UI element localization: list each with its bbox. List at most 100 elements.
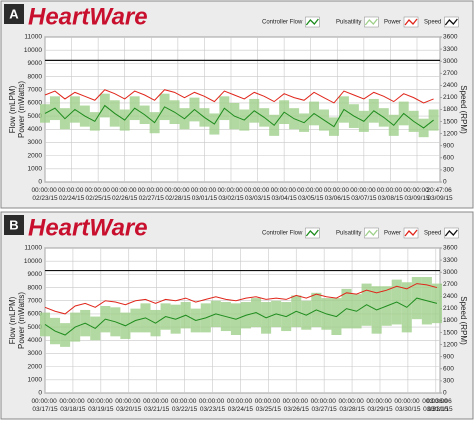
y-tick-label: 0 [38, 179, 42, 186]
y2-tick-label: 1500 [443, 329, 458, 336]
y-tick-label: 8000 [28, 73, 43, 80]
x-tick-label: 00:00:00 02/23/15 [31, 187, 58, 202]
y2-tick-label: 3600 [443, 34, 458, 41]
legend-label: Speed [424, 20, 441, 26]
x-tick-label: 00:00:00 03/31/15 [422, 398, 449, 413]
legend-label: Power [384, 231, 401, 237]
pulsatility-band [428, 109, 439, 131]
x-tick-label: 00:00:00 03/26/15 [283, 398, 310, 413]
legend-icon [404, 18, 418, 26]
x-tick-label: 00:00:00 02/25/15 [85, 187, 112, 202]
y2-tick-label: 0 [443, 179, 447, 186]
y2-tick-label: 1800 [443, 106, 458, 113]
x-tick-label: 00:00:00 03/25/15 [255, 398, 282, 413]
y2-axis-label: Speed (RPM) [459, 85, 468, 134]
y-tick-label: 10000 [24, 47, 42, 54]
legend-icon [305, 229, 319, 237]
chart-title: HeartWare [28, 214, 148, 241]
y-tick-label: 0 [38, 390, 42, 397]
x-tick-label: 00:00:00 03/05/15 [297, 187, 324, 202]
y2-tick-label: 2100 [443, 94, 458, 101]
series-line [44, 283, 438, 315]
legend-icon [444, 229, 458, 237]
legend-icon [404, 229, 418, 237]
y-tick-label: 5000 [28, 324, 43, 331]
y-tick-label: 5000 [28, 113, 43, 120]
series-line [44, 297, 438, 336]
y2-tick-label: 1200 [443, 341, 458, 348]
legend-icon [305, 18, 319, 26]
legend-label: Pulsatility [336, 231, 361, 237]
x-tick-label: 00:00:00 03/03/15 [244, 187, 271, 202]
legend-icon [364, 229, 378, 237]
y2-tick-label: 3000 [443, 269, 458, 276]
x-tick-label: 20:47:06 03/09/15 [426, 187, 453, 202]
y2-tick-label: 900 [443, 353, 454, 360]
x-tick-label: 00:00:00 03/04/15 [271, 187, 298, 202]
y-tick-label: 7000 [28, 86, 43, 93]
y-tick-label: 2000 [28, 152, 43, 159]
y2-tick-label: 1500 [443, 118, 458, 125]
panel-label: A [9, 6, 19, 21]
y2-tick-label: 600 [443, 366, 454, 373]
y2-tick-label: 300 [443, 167, 454, 174]
legend-label: Speed [424, 231, 441, 237]
y2-tick-label: 2100 [443, 305, 458, 312]
y2-tick-label: 600 [443, 155, 454, 162]
panel-label-box [4, 4, 24, 24]
chart-panel: A HeartWare010002000300040005000600070008… [0, 0, 474, 209]
x-tick-label: 00:00:00 02/28/15 [164, 187, 191, 202]
series-line [44, 89, 434, 104]
y2-tick-label: 3600 [443, 245, 458, 252]
pulsatility-band [40, 104, 50, 123]
y-axis-label-secondary: Power (mWatts) [17, 81, 26, 138]
x-tick-label: 00:00:00 03/07/15 [350, 187, 377, 202]
y-tick-label: 4000 [28, 126, 43, 133]
x-tick-label: 00:00:00 03/01/15 [191, 187, 218, 202]
y-axis-label: Flow (mLPM) [8, 85, 17, 133]
x-tick-label: 00:00:00 03/08/15 [377, 187, 404, 202]
y2-tick-label: 300 [443, 378, 454, 385]
x-tick-label: 00:00:00 02/27/15 [138, 187, 165, 202]
x-tick-label: 00:00:00 03/22/15 [171, 398, 198, 413]
x-tick-label: 00:00:00 03/21/15 [143, 398, 170, 413]
y-tick-label: 3000 [28, 350, 43, 357]
y2-tick-label: 1200 [443, 130, 458, 137]
panel-label: B [9, 217, 18, 232]
y-tick-label: 7000 [28, 297, 43, 304]
y2-tick-label: 3000 [443, 58, 458, 65]
y-tick-label: 6000 [28, 100, 43, 107]
y2-tick-label: 2400 [443, 82, 458, 89]
y2-tick-label: 2400 [443, 293, 458, 300]
x-tick-label: 00:00:00 03/23/15 [199, 398, 226, 413]
legend-label: Pulsatility [336, 20, 361, 26]
legend-label: Controller Flow [262, 231, 303, 237]
y2-tick-label: 3300 [443, 46, 458, 53]
x-tick-label: 00:00:00 03/06/15 [324, 187, 351, 202]
panel-label-box [4, 215, 24, 235]
x-tick-label: 00:00:00 03/30/15 [394, 398, 421, 413]
y-tick-label: 4000 [28, 337, 43, 344]
y-tick-label: 10000 [24, 258, 42, 265]
series-line [44, 104, 434, 129]
y-tick-label: 1000 [28, 377, 43, 384]
y-tick-label: 6000 [28, 311, 43, 318]
y2-tick-label: 3300 [443, 257, 458, 264]
x-tick-label: 00:00:00 03/29/15 [366, 398, 393, 413]
y-tick-label: 11000 [24, 34, 42, 41]
x-tick-label: 00:00:00 02/26/15 [111, 187, 138, 202]
x-tick-label: 00:00:00 03/24/15 [227, 398, 254, 413]
y-axis-label-secondary: Power (mWatts) [17, 292, 26, 349]
x-tick-label: 00:00:00 03/18/15 [59, 398, 86, 413]
y2-tick-label: 900 [443, 142, 454, 149]
y-tick-label: 9000 [28, 271, 43, 278]
y2-tick-label: 2700 [443, 281, 458, 288]
y2-tick-label: 2700 [443, 70, 458, 77]
legend-icon [364, 18, 378, 26]
chart-title: HeartWare [28, 3, 148, 30]
x-tick-label: 00:00:00 03/20/15 [115, 398, 142, 413]
legend-label: Power [384, 20, 401, 26]
y-tick-label: 11000 [24, 245, 42, 252]
y-axis-label: Flow (mLPM) [8, 296, 17, 344]
